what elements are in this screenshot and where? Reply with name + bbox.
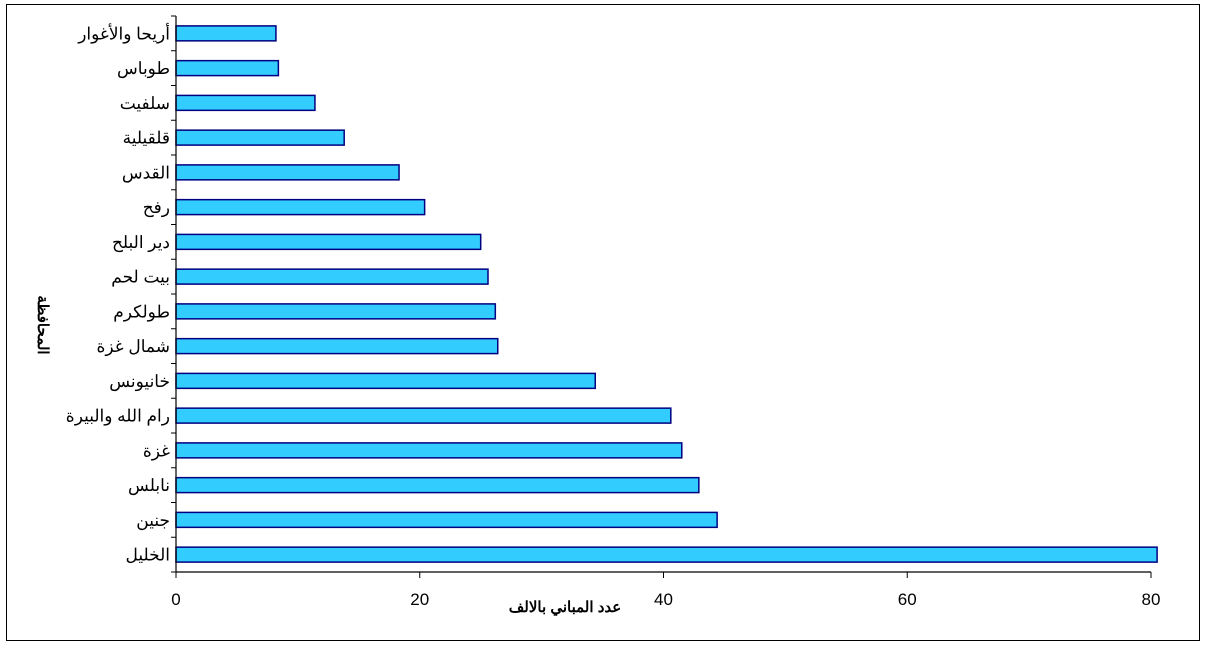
bar: [175, 164, 400, 181]
category-label: الخليل: [125, 546, 170, 565]
bar: [175, 198, 426, 216]
bar: [175, 337, 499, 355]
bar: [175, 129, 345, 146]
bar: [175, 476, 700, 494]
bar: [175, 303, 497, 320]
bar: [175, 59, 280, 77]
x-tick-label: 60: [898, 590, 917, 609]
y-axis-title: المحافظة: [34, 295, 51, 354]
category-label: رام الله والبيرة: [66, 407, 170, 427]
x-tick-labels-group: 0 20 40 60 80: [171, 590, 1160, 609]
bar: [175, 511, 718, 529]
category-label: نابلس: [128, 476, 170, 496]
category-labels-group: الخليل جنين نابلس غزة رام الله والبيرة خانيون…: [66, 22, 170, 564]
bar: [175, 372, 596, 390]
category-label: شمال غزة: [96, 337, 170, 357]
y-ticks-group: [171, 15, 176, 573]
x-tick-label: 80: [1142, 590, 1161, 609]
category-label: غزة: [143, 441, 170, 461]
x-ticks-group: [175, 572, 1152, 578]
category-label: أريحا والأغوار: [77, 22, 170, 44]
category-label: دير البلح: [112, 233, 170, 253]
category-label: القدس: [122, 163, 170, 183]
category-label: طوباس: [117, 59, 170, 79]
bar: [175, 546, 1158, 563]
category-label: جنين: [136, 511, 170, 531]
bar: [175, 233, 482, 251]
category-label: سلفيت: [120, 94, 170, 113]
category-label: قلقيلية: [123, 129, 170, 148]
bar: [175, 442, 683, 459]
x-tick-label: 20: [410, 590, 429, 609]
bar: [175, 25, 277, 42]
bar: [175, 94, 316, 112]
x-tick-label: 0: [171, 590, 180, 609]
category-label: طولكرم: [113, 302, 170, 322]
bar: [175, 407, 672, 424]
category-label: بيت لحم: [111, 268, 170, 288]
category-label: رفح: [143, 198, 170, 218]
x-tick-label: 40: [654, 590, 673, 609]
category-label: خانيونس: [109, 372, 170, 392]
x-axis-title: عدد المباني بالالف: [509, 599, 621, 617]
bars-group: [175, 25, 1158, 563]
bar: [175, 268, 489, 285]
